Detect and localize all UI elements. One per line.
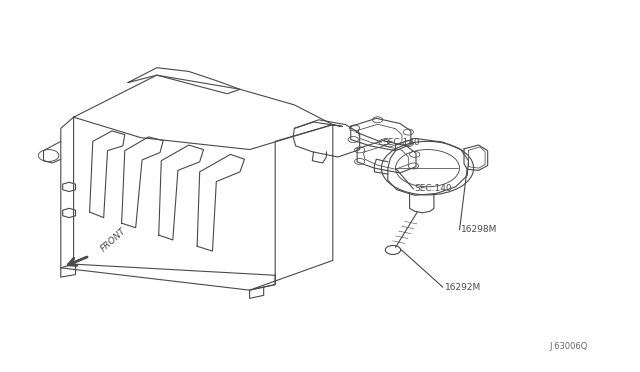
Text: 16298M: 16298M: [461, 225, 497, 234]
Text: FRONT: FRONT: [99, 227, 128, 254]
Text: SEC.140: SEC.140: [415, 185, 452, 193]
Text: 16292M: 16292M: [445, 283, 481, 292]
Text: J 63006Q: J 63006Q: [549, 342, 588, 351]
Text: SEC.140: SEC.140: [383, 138, 420, 147]
